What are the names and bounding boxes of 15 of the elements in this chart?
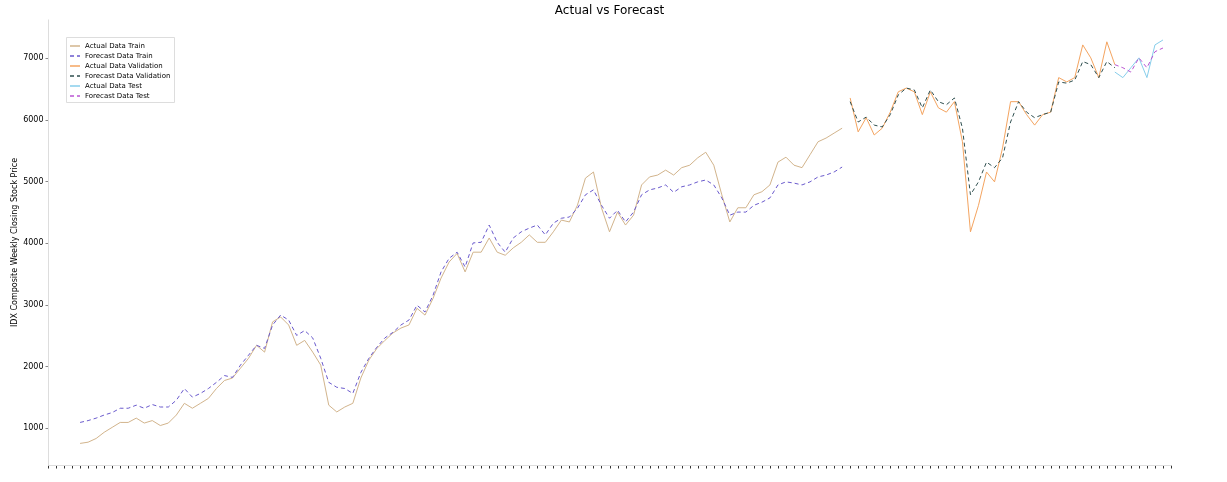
y-tick-label: 6000 <box>23 115 44 125</box>
y-tick-label: 7000 <box>23 53 44 63</box>
y-tick-label: 5000 <box>23 176 44 186</box>
y-axis-title: IDX Composite Weekly Closing Stock Price <box>10 157 20 328</box>
line-series <box>1114 39 1164 79</box>
line-series <box>79 166 843 423</box>
y-tick-label: 1000 <box>23 423 44 433</box>
line-series <box>849 41 1116 233</box>
line-series <box>1114 47 1164 73</box>
y-tick-label: 2000 <box>23 361 44 371</box>
y-tick-label: 3000 <box>23 300 44 310</box>
chart-title: Actual vs Forecast <box>554 3 665 17</box>
y-tick-label: 4000 <box>23 238 44 248</box>
line-series <box>79 127 843 444</box>
line-series <box>849 61 1116 196</box>
